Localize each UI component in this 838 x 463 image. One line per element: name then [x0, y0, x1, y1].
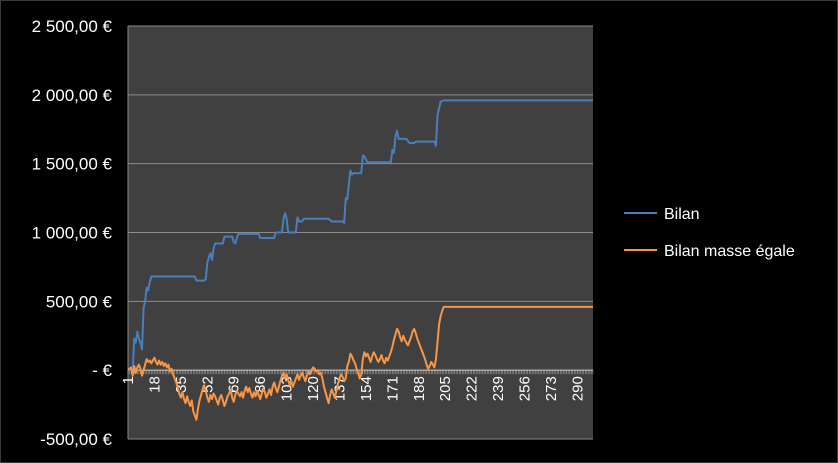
x-tick-label: 154: [358, 376, 375, 401]
x-tick-label: 239: [490, 376, 507, 401]
x-tick-label: 205: [437, 376, 454, 401]
series-lines: [127, 99, 593, 421]
x-tick-label: 18: [146, 376, 163, 393]
x-tick-label: 222: [464, 376, 481, 401]
y-tick-label: -500,00 €: [40, 430, 112, 449]
x-tick-label: 171: [384, 376, 401, 401]
x-tick-label: 290: [569, 376, 586, 401]
y-tick-label: 2 500,00 €: [32, 17, 113, 36]
legend-label: Bilan: [664, 206, 700, 223]
x-tick-label: 86: [252, 376, 269, 393]
y-tick-label: 1 500,00 €: [32, 155, 113, 174]
y-tick-label: - €: [92, 361, 112, 380]
x-tick-label: 1: [120, 376, 137, 384]
x-axis: 1 18 35 52 69 86 103 120 137 154 171 188 205 222 239 25…: [120, 369, 594, 401]
y-tick-label: 2 000,00 €: [32, 86, 113, 105]
x-tick-label: 256: [517, 376, 534, 401]
series-line-bilan-masse-egale: [127, 305, 593, 421]
x-tick-label: 120: [305, 376, 322, 401]
series-line-bilan: [128, 99, 593, 374]
legend-label: Bilan masse égale: [664, 243, 795, 260]
x-tick-label: 273: [543, 376, 560, 401]
y-tick-label: 500,00 €: [46, 292, 113, 311]
x-tick-label: 69: [226, 376, 243, 393]
legend: Bilan Bilan masse égale: [624, 206, 795, 260]
y-tick-label: 1 000,00 €: [32, 224, 113, 243]
y-axis-tick-labels: 2 500,00 € 2 000,00 € 1 500,00 € 1 000,00 €…: [32, 17, 113, 449]
x-tick-label: 188: [411, 376, 428, 401]
